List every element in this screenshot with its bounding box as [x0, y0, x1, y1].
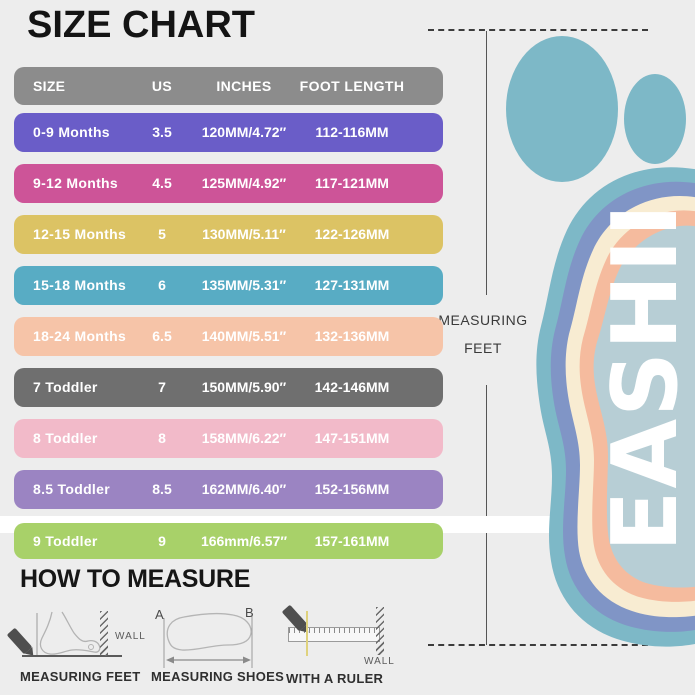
- dashed-guide-bottom: [428, 644, 648, 646]
- wall-label: WALL: [115, 631, 146, 642]
- size-cell: 8 Toddler: [33, 430, 98, 446]
- foot-inner-fill: [593, 225, 695, 588]
- table-row: 8.5 Toddler 8.5 162MM/6.40″ 152-156MM: [14, 470, 443, 509]
- pencil-icon: [6, 627, 33, 655]
- size-cell: 12-15 Months: [33, 226, 127, 242]
- measuring-feet-label-line2: FEET: [464, 340, 502, 356]
- caption-measuring-feet: MEASURING FEET: [20, 669, 141, 684]
- table-row: 7 Toddler 7 150MM/5.90″ 142-146MM: [14, 368, 443, 407]
- inches-cell: 130MM/5.11″: [202, 226, 286, 242]
- foot-ring-2: [550, 181, 695, 632]
- toe-curl-sketch: [88, 644, 94, 650]
- size-cell: 9 Toddler: [33, 533, 98, 549]
- us-cell: 3.5: [152, 124, 172, 140]
- wall-hatch: [376, 607, 384, 655]
- foot-length-cell: 112-116MM: [315, 124, 389, 140]
- us-cell: 5: [158, 226, 166, 242]
- foot-length-cell: 132-136MM: [314, 328, 390, 344]
- pencil-icon: [281, 604, 308, 632]
- foot-length-cell: 122-126MM: [314, 226, 390, 242]
- shoe-sole-sketch: [166, 612, 252, 651]
- inches-cell: 120MM/4.72″: [201, 124, 287, 140]
- table-row: 18-24 Months 6.5 140MM/5.51″ 132-136MM: [14, 317, 443, 356]
- table-row: 9-12 Months 4.5 125MM/4.92″ 117-121MM: [14, 164, 443, 203]
- wall-label: WALL: [364, 656, 395, 667]
- vertical-guide-lower: [486, 385, 487, 645]
- size-cell: 9-12 Months: [33, 175, 118, 191]
- brand-watermark: EASHII: [593, 201, 695, 552]
- table-row: 12-15 Months 5 130MM/5.11″ 122-126MM: [14, 215, 443, 254]
- foot-length-cell: 157-161MM: [314, 533, 390, 549]
- small-toe-shape: [624, 74, 686, 164]
- page-title: SIZE CHART: [27, 4, 255, 46]
- us-cell: 8.5: [152, 481, 172, 497]
- column-header-inches: INCHES: [216, 78, 272, 94]
- us-cell: 7: [158, 379, 166, 395]
- floor-baseline: [22, 655, 122, 657]
- size-cell: 8.5 Toddler: [33, 481, 110, 497]
- inches-cell: 150MM/5.90″: [201, 379, 287, 395]
- foot-profile-sketch: [39, 611, 101, 655]
- column-header-foot-length: FOOT LENGTH: [299, 78, 405, 94]
- point-a-label: A: [155, 607, 164, 622]
- inches-cell: 162MM/6.40″: [201, 481, 287, 497]
- size-cell: 15-18 Months: [33, 277, 127, 293]
- inches-cell: 158MM/6.22″: [201, 430, 287, 446]
- column-header-us: US: [151, 78, 173, 94]
- measure-mark-line: [306, 611, 308, 656]
- arrow-head-left: [166, 656, 174, 664]
- caption-measuring-shoes: MEASURING SHOES: [151, 669, 285, 684]
- size-cell: 0-9 Months: [33, 124, 110, 140]
- table-header-row: SIZE US INCHES FOOT LENGTH: [14, 67, 443, 105]
- us-cell: 8: [158, 430, 166, 446]
- foot-length-cell: 147-151MM: [314, 430, 390, 446]
- size-cell: 7 Toddler: [33, 379, 98, 395]
- us-cell: 4.5: [152, 175, 172, 191]
- column-header-size: SIZE: [33, 78, 66, 94]
- wall-hatch: [100, 611, 108, 656]
- table-row: 0-9 Months 3.5 120MM/4.72″ 112-116MM: [14, 113, 443, 152]
- foot-outer-ring: [536, 167, 695, 647]
- us-cell: 6: [158, 277, 166, 293]
- foot-ring-3: [565, 196, 695, 618]
- big-toe-shape: [506, 36, 618, 182]
- measuring-feet-label: MEASURING FEET: [430, 306, 536, 362]
- us-cell: 9: [158, 533, 166, 549]
- ruler-icon: [288, 627, 380, 642]
- inches-cell: 125MM/4.92″: [201, 175, 287, 191]
- size-cell: 18-24 Months: [33, 328, 127, 344]
- arrow-head-right: [243, 656, 251, 664]
- foot-length-cell: 117-121MM: [315, 175, 389, 191]
- table-row: 9 Toddler 9 166mm/6.57″ 157-161MM: [14, 523, 443, 559]
- caption-with-a-ruler: WITH A RULER: [286, 671, 384, 686]
- point-b-label: B: [245, 605, 254, 620]
- foot-ring-4: [579, 210, 695, 602]
- vertical-guide-upper: [486, 31, 487, 295]
- how-to-measure-heading: HOW TO MEASURE: [20, 565, 251, 593]
- inches-cell: 140MM/5.51″: [201, 328, 287, 344]
- table-row: 8 Toddler 8 158MM/6.22″ 147-151MM: [14, 419, 443, 458]
- foot-length-cell: 152-156MM: [314, 481, 390, 497]
- measuring-feet-label-line1: MEASURING: [438, 312, 528, 328]
- foot-length-cell: 142-146MM: [314, 379, 390, 395]
- dashed-guide-top: [428, 29, 648, 31]
- us-cell: 6.5: [152, 328, 172, 344]
- foot-length-cell: 127-131MM: [314, 277, 390, 293]
- inches-cell: 135MM/5.31″: [201, 277, 287, 293]
- table-row: 15-18 Months 6 135MM/5.31″ 127-131MM: [14, 266, 443, 305]
- inches-cell: 166mm/6.57″: [200, 533, 288, 549]
